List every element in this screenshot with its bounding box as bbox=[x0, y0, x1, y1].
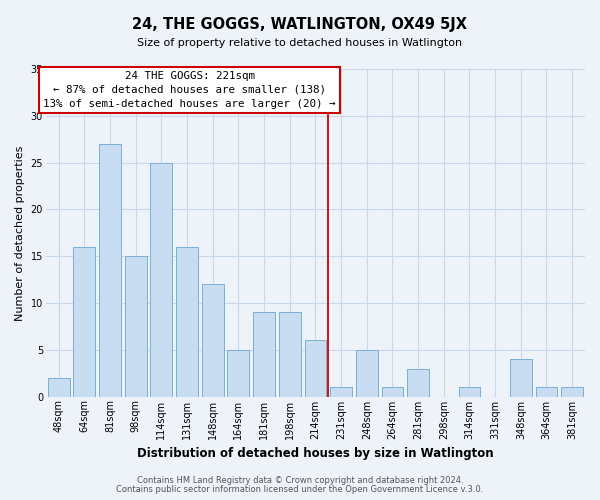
Bar bbox=[99, 144, 121, 397]
Bar bbox=[279, 312, 301, 396]
Text: 24, THE GOGGS, WATLINGTON, OX49 5JX: 24, THE GOGGS, WATLINGTON, OX49 5JX bbox=[133, 18, 467, 32]
Bar bbox=[202, 284, 224, 397]
Bar bbox=[536, 388, 557, 396]
Bar bbox=[382, 388, 403, 396]
Bar bbox=[73, 247, 95, 396]
Bar bbox=[227, 350, 250, 397]
Text: Contains public sector information licensed under the Open Government Licence v.: Contains public sector information licen… bbox=[116, 485, 484, 494]
Text: 24 THE GOGGS: 221sqm
← 87% of detached houses are smaller (138)
13% of semi-deta: 24 THE GOGGS: 221sqm ← 87% of detached h… bbox=[43, 71, 336, 109]
Bar bbox=[510, 359, 532, 397]
Bar bbox=[48, 378, 70, 396]
X-axis label: Distribution of detached houses by size in Watlington: Distribution of detached houses by size … bbox=[137, 447, 494, 460]
Bar bbox=[151, 162, 172, 396]
Bar bbox=[458, 388, 481, 396]
Bar bbox=[356, 350, 377, 397]
Text: Contains HM Land Registry data © Crown copyright and database right 2024.: Contains HM Land Registry data © Crown c… bbox=[137, 476, 463, 485]
Bar bbox=[561, 388, 583, 396]
Bar bbox=[125, 256, 146, 396]
Bar bbox=[330, 388, 352, 396]
Bar bbox=[305, 340, 326, 396]
Y-axis label: Number of detached properties: Number of detached properties bbox=[15, 145, 25, 320]
Text: Size of property relative to detached houses in Watlington: Size of property relative to detached ho… bbox=[137, 38, 463, 48]
Bar bbox=[407, 368, 429, 396]
Bar bbox=[253, 312, 275, 396]
Bar bbox=[176, 247, 198, 396]
